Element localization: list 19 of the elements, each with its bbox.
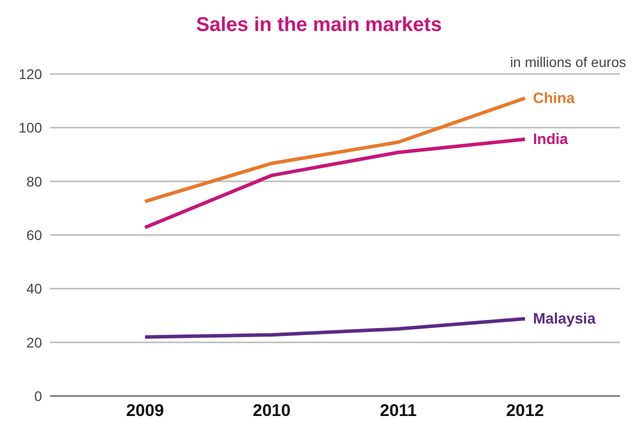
y-tick-label: 40 xyxy=(26,280,42,297)
y-tick-label: 0 xyxy=(34,388,42,404)
y-axis-title: in millions of euros xyxy=(510,54,626,70)
x-tick-label: 2011 xyxy=(380,401,417,420)
line-series xyxy=(143,96,527,204)
series-label: China xyxy=(533,90,576,108)
chart-title: Sales in the main markets xyxy=(195,13,443,38)
series-label: Malaysia xyxy=(533,310,596,328)
y-tick-label: 20 xyxy=(26,334,42,350)
line-series xyxy=(143,137,527,230)
y-tick-label: 100 xyxy=(18,120,42,136)
series-label: India xyxy=(533,131,569,148)
y-tick-label: 60 xyxy=(26,226,42,243)
x-tick-label: 2010 xyxy=(252,401,291,420)
x-tick-label: 2009 xyxy=(126,401,164,420)
y-tick-label: 120 xyxy=(18,66,42,82)
x-tick-label: 2012 xyxy=(506,401,544,420)
line-series xyxy=(143,316,527,339)
y-tick-label: 80 xyxy=(26,173,42,190)
